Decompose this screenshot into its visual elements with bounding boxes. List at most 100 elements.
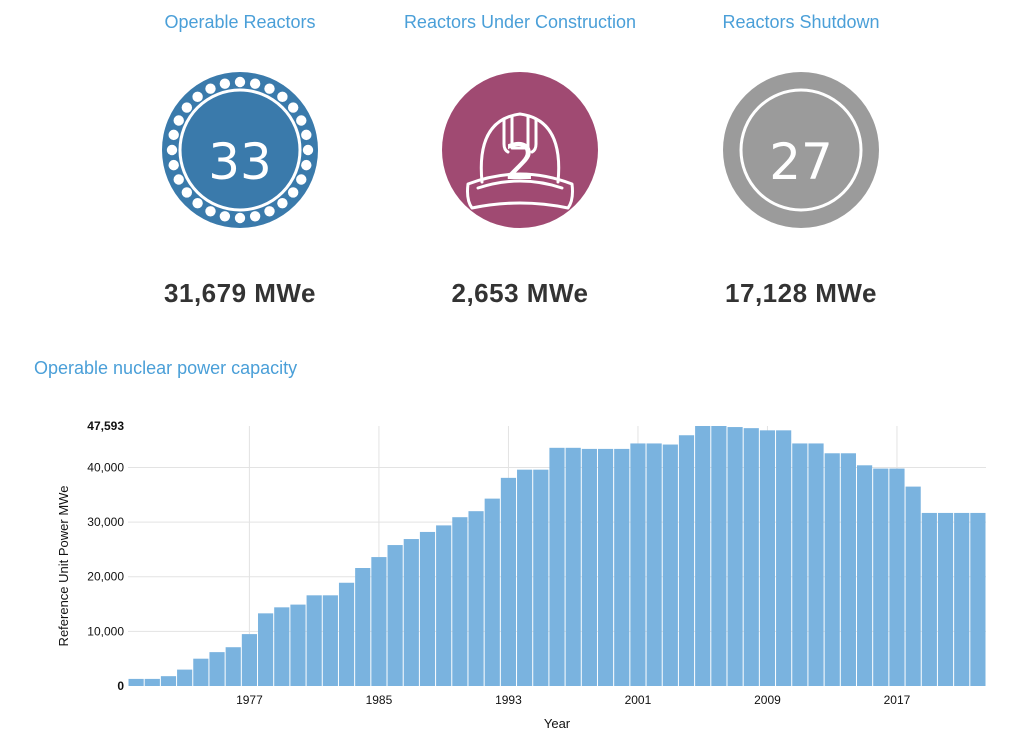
- ring-dot: [301, 159, 312, 171]
- shutdown-count: 27: [769, 133, 833, 191]
- bar-2009: [759, 430, 776, 686]
- ring-dot: [173, 174, 184, 185]
- bar-2001: [630, 443, 646, 686]
- ring-dot: [192, 197, 203, 209]
- ring-dot: [168, 129, 179, 141]
- bar-2016: [873, 468, 889, 686]
- stat-title: Operable Reactors: [164, 12, 316, 32]
- ring-dot: [205, 206, 216, 217]
- bar-1979: [274, 607, 290, 686]
- ring-dot: [234, 212, 246, 224]
- bar-1970: [128, 678, 144, 686]
- ring-dot: [264, 206, 275, 217]
- bar-2012: [808, 443, 824, 686]
- x-tick-label: 1977: [236, 693, 263, 707]
- bar-1992: [484, 498, 500, 686]
- bar-1995: [533, 469, 549, 686]
- bar-2020: [937, 512, 954, 686]
- bar-2004: [678, 435, 695, 686]
- bar-1991: [468, 511, 484, 686]
- ring-dot: [192, 91, 203, 103]
- ring-dot: [168, 159, 179, 171]
- bar-1973: [177, 669, 193, 686]
- bar-2003: [662, 444, 678, 686]
- bar-1984: [355, 567, 371, 686]
- ring-dot: [249, 78, 261, 89]
- ring-dot: [173, 115, 184, 126]
- ring-dot: [301, 129, 312, 141]
- y-tick-label: 0: [117, 679, 124, 693]
- bar-2011: [792, 443, 808, 686]
- bar-2010: [776, 430, 792, 686]
- ring-dot: [181, 102, 193, 113]
- bar-2021: [954, 512, 970, 686]
- bar-1990: [452, 517, 468, 686]
- stat-title: Reactors Under Construction: [403, 12, 637, 32]
- ring-dot: [166, 144, 178, 156]
- bar-1986: [387, 545, 403, 686]
- ring-dot: [219, 78, 231, 89]
- bar-2014: [840, 453, 856, 686]
- bar-1981: [306, 595, 322, 686]
- bar-2002: [646, 443, 662, 686]
- bar-1974: [193, 658, 209, 686]
- bar-2022: [970, 512, 986, 686]
- y-tick-label: 10,000: [87, 624, 124, 638]
- bar-1977: [241, 634, 258, 686]
- construction-count: 2: [504, 133, 536, 191]
- bar-2019: [921, 512, 937, 686]
- stat-title: Reactors Shutdown: [722, 12, 880, 32]
- bar-1976: [225, 647, 241, 686]
- ring-dot: [277, 91, 288, 103]
- reactor-core-icon: 33: [162, 72, 318, 228]
- bar-1988: [419, 531, 436, 686]
- ring-dot: [205, 83, 216, 94]
- bar-1994: [517, 469, 533, 686]
- operable-count: 33: [208, 133, 272, 191]
- ring-dot: [302, 144, 314, 156]
- bar-2017: [889, 468, 905, 686]
- x-tick-label: 1993: [495, 693, 522, 707]
- bar-2018: [905, 486, 921, 686]
- bar-2005: [695, 426, 711, 686]
- x-tick-label: 2017: [884, 693, 911, 707]
- bar-1998: [581, 448, 597, 686]
- bar-1983: [338, 582, 355, 686]
- bar-1997: [565, 447, 581, 686]
- bar-1993: [500, 477, 517, 686]
- ring-dot: [296, 115, 307, 126]
- ring-dot: [219, 211, 231, 222]
- bar-2006: [711, 426, 727, 686]
- bar-1982: [322, 595, 338, 686]
- bar-1996: [549, 447, 565, 686]
- capacity-bar-chart: 0 10,000 20,000 30,000 40,000 47,593 1977 1985 1…: [56, 419, 986, 731]
- bar-1972: [160, 676, 177, 686]
- y-axis-label: Reference Unit Power MWe: [56, 486, 71, 647]
- bar-1987: [403, 539, 419, 686]
- bar-1980: [290, 604, 306, 686]
- bar-2015: [856, 465, 873, 686]
- bar-2007: [727, 427, 743, 686]
- bar-1985: [371, 557, 387, 686]
- ring-dot: [181, 187, 193, 198]
- ring-dot: [264, 83, 275, 94]
- y-tick-label: 47,593: [87, 419, 124, 433]
- bar-1975: [209, 652, 225, 686]
- bar-1989: [436, 525, 452, 686]
- ring-dot: [277, 197, 288, 209]
- bar-1971: [144, 678, 160, 686]
- ring-dot: [287, 187, 299, 198]
- ring-dot: [287, 102, 299, 113]
- ring-dot: [249, 211, 261, 222]
- shutdown-capacity: 17,128 MWe: [725, 278, 877, 308]
- bar-2000: [614, 448, 630, 686]
- x-tick-label: 2009: [754, 693, 781, 707]
- ring-dot: [234, 76, 246, 88]
- operable-capacity: 31,679 MWe: [164, 278, 316, 308]
- x-tick-label: 1985: [366, 693, 393, 707]
- ring-dot: [296, 174, 307, 185]
- y-tick-label: 30,000: [87, 515, 124, 529]
- y-tick-label: 40,000: [87, 460, 124, 474]
- ring-icon: 27: [723, 72, 879, 228]
- x-tick-label: 2001: [625, 693, 652, 707]
